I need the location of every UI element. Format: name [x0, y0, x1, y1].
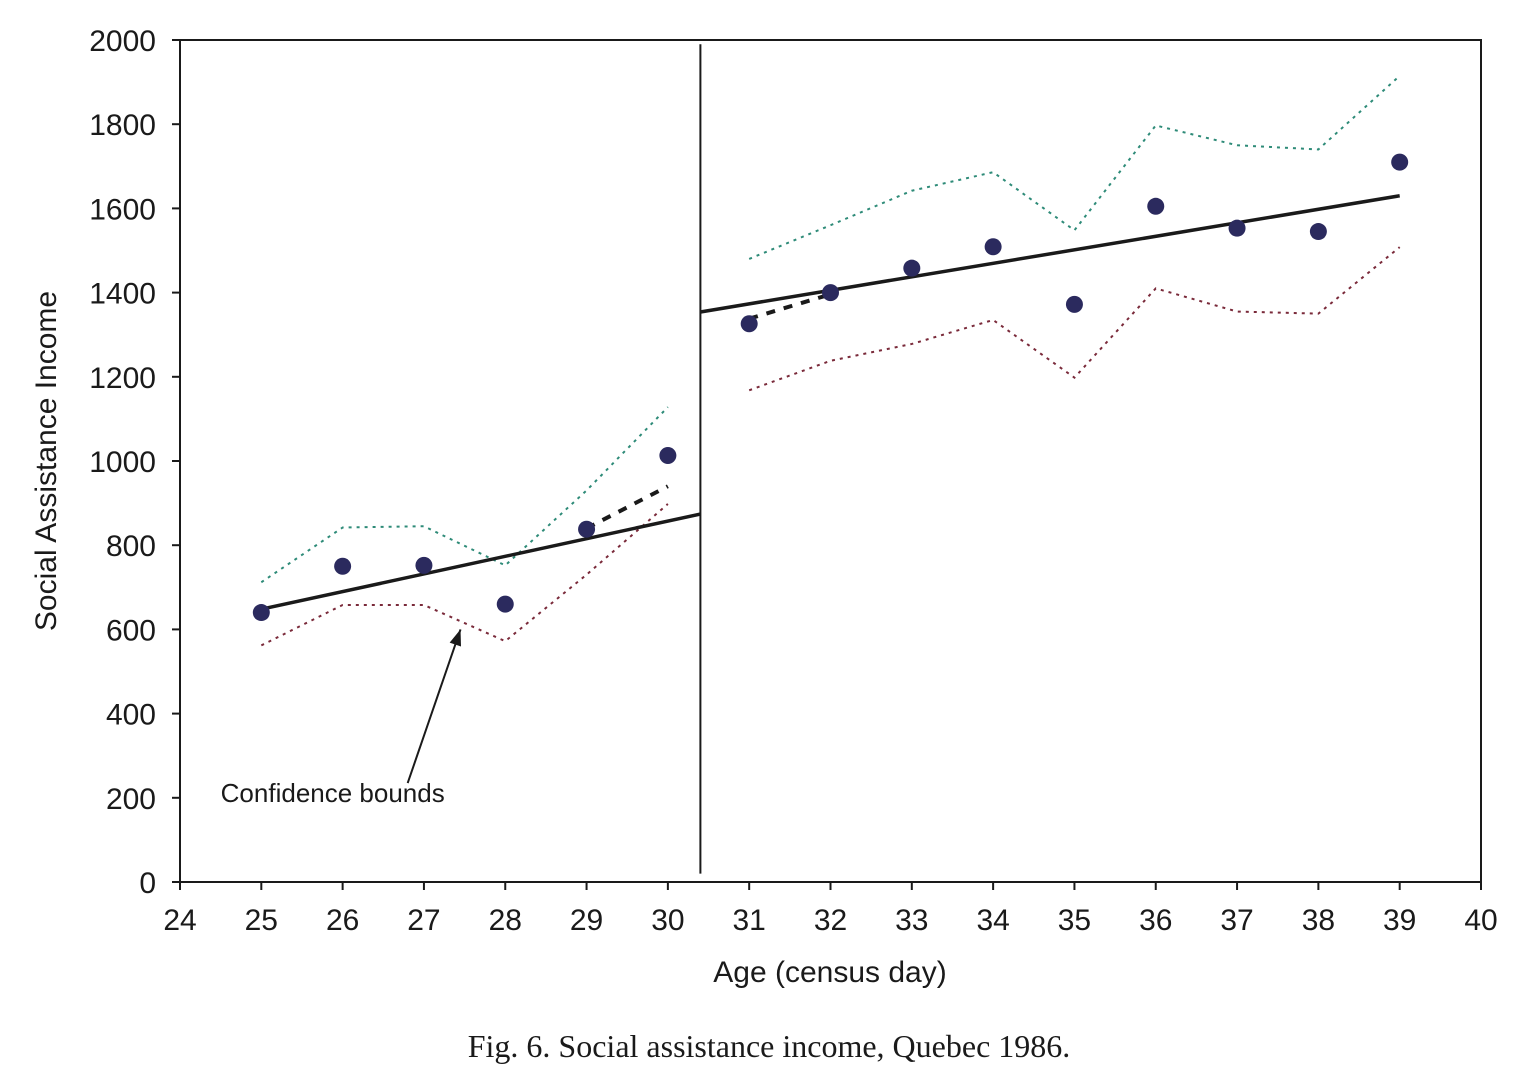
data-point: [1309, 223, 1327, 241]
annotation-label: Confidence bounds: [221, 778, 445, 808]
data-point: [822, 284, 839, 302]
x-tick-label: 40: [1464, 904, 1497, 937]
data-point: [578, 520, 596, 538]
data-point: [1065, 295, 1083, 313]
y-tick-label: 1400: [89, 278, 156, 311]
chart: 24 25 26 27 28 29 30 31 32 33 34 35 36 37 38 39 40 0 200 4…: [30, 25, 1498, 989]
data-points: [252, 153, 1409, 622]
x-tick-label: 29: [570, 904, 603, 937]
annotation: Confidence bounds: [221, 629, 462, 808]
x-tick-label: 33: [895, 904, 928, 937]
y-tick-label: 1000: [89, 446, 156, 479]
confidence-bounds: [260, 75, 1401, 647]
x-tick-label: 39: [1383, 904, 1416, 937]
data-point: [415, 556, 433, 574]
y-tick-label: 200: [106, 783, 156, 816]
y-tick-label: 400: [106, 699, 156, 732]
y-tick-label: 2000: [89, 25, 156, 58]
fit-line-left: [260, 512, 701, 611]
y-tick-label: 600: [106, 614, 156, 647]
data-point: [1147, 197, 1165, 215]
x-tick-label: 32: [814, 904, 847, 937]
y-axis: 0 200 400 600 800 1000 1200 1400 1600 1800 2000: [89, 25, 180, 900]
plot-frame: [179, 39, 1482, 883]
data-point: [252, 604, 270, 622]
y-tick-label: 1200: [89, 362, 156, 395]
figure-caption: Fig. 6. Social assistance income, Quebec…: [467, 1028, 1071, 1064]
fit-line-right: [700, 194, 1400, 314]
x-tick-label: 30: [651, 904, 684, 937]
data-point: [1391, 153, 1409, 171]
arrow-head-icon: [449, 629, 461, 647]
y-tick-label: 1800: [89, 109, 156, 142]
y-tick-label: 0: [139, 867, 156, 900]
x-tick-label: 36: [1139, 904, 1172, 937]
x-axis-title: Age (census day): [713, 956, 946, 989]
data-point: [740, 315, 758, 333]
data-point: [984, 238, 1002, 256]
x-tick-label: 38: [1302, 904, 1335, 937]
x-tick-label: 37: [1220, 904, 1253, 937]
x-tick-label: 34: [976, 904, 1009, 937]
annotation-arrow-line: [406, 629, 462, 784]
data-point: [903, 259, 921, 277]
x-axis: 24 25 26 27 28 29 30 31 32 33 34 35 36 37 38 39 40: [163, 882, 1498, 937]
y-axis-title: Social Assistance Income: [30, 291, 63, 631]
upper-bound-right: [748, 75, 1401, 260]
dashed-fit-left: [585, 484, 669, 531]
data-point: [659, 447, 677, 465]
data-point: [334, 557, 352, 575]
x-tick-label: 25: [245, 904, 278, 937]
x-tick-label: 24: [163, 904, 196, 937]
lower-bound-left: [260, 503, 669, 647]
y-tick-label: 1600: [89, 193, 156, 226]
data-point: [1228, 219, 1246, 237]
x-tick-label: 27: [407, 904, 440, 937]
dashed-fit-right: [748, 292, 832, 321]
data-point: [496, 595, 514, 613]
x-tick-label: 35: [1058, 904, 1091, 937]
x-tick-label: 26: [326, 904, 359, 937]
x-tick-label: 28: [489, 904, 522, 937]
x-tick-label: 31: [733, 904, 766, 937]
lower-bound-right: [748, 246, 1401, 392]
y-tick-label: 800: [106, 530, 156, 563]
fit-lines: [260, 44, 1400, 874]
upper-bound-left: [260, 406, 669, 584]
